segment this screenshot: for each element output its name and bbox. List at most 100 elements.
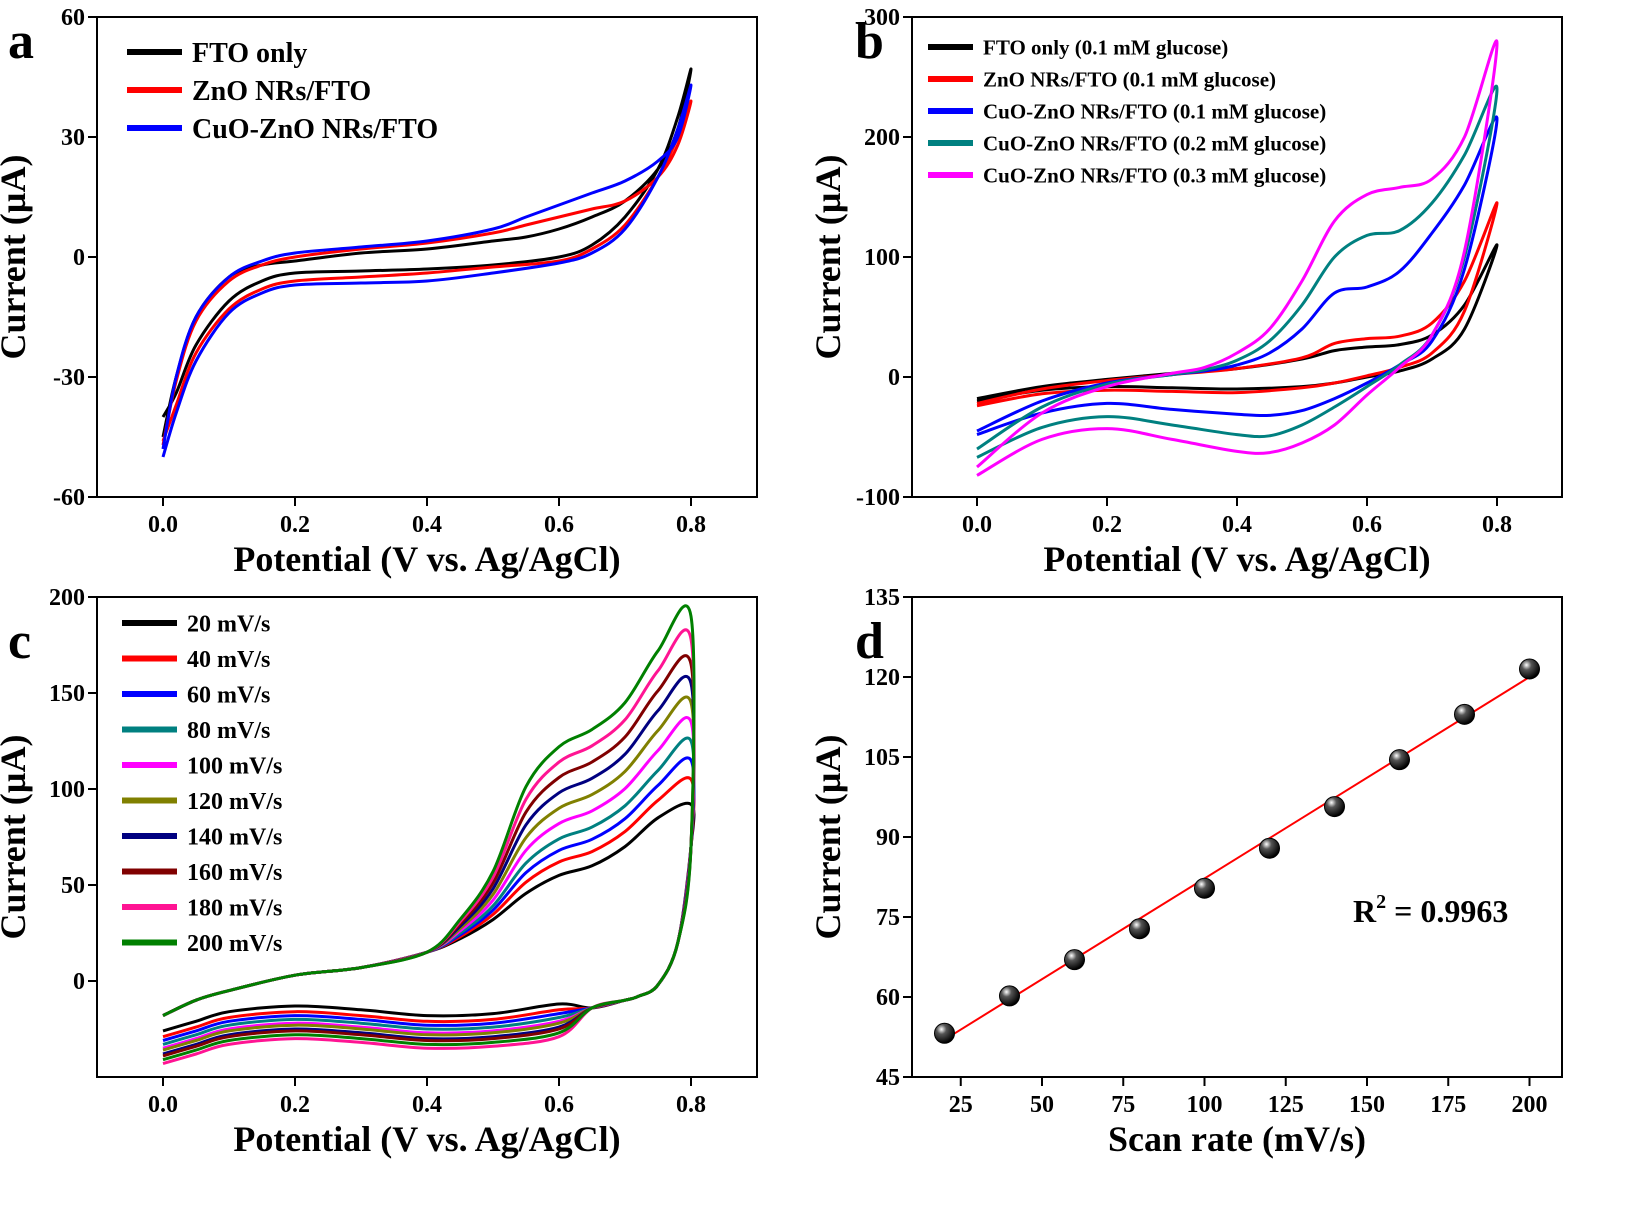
y-tick-label-a: -30: [53, 365, 85, 391]
x-axis-label-c: Potential (V vs. Ag/AgCl): [233, 1119, 620, 1159]
x-tick-label-d: 25: [949, 1092, 973, 1118]
panel-label-b: b: [855, 13, 884, 70]
data-point: [1194, 877, 1215, 899]
y-tick-label-d: 45: [876, 1065, 900, 1091]
data-point: [1324, 796, 1345, 818]
y-tick-label-c: 150: [49, 681, 85, 707]
x-axis-label-a: Potential (V vs. Ag/AgCl): [233, 539, 620, 579]
x-tick-label-d: 150: [1349, 1092, 1385, 1118]
y-tick-label-a: 0: [73, 245, 85, 271]
x-tick-label-b: 0.4: [1222, 512, 1252, 538]
r-squared-annotation: R2 = 0.9963: [1353, 891, 1508, 929]
data-point: [934, 1022, 955, 1044]
y-tick-label-c: 0: [73, 969, 85, 995]
panel-label-c: c: [8, 613, 31, 670]
y-tick-label-b: 100: [864, 245, 900, 271]
y-axis-label-a: Current (µA): [0, 154, 33, 359]
panel-b-chart: 0.0 0.2 0.4 0.6 0.8 -100 0 100 200 300 Potential (…: [808, 5, 1563, 579]
legend-label-c: 80 mV/s: [187, 718, 270, 744]
x-tick-label-b: 0.6: [1352, 512, 1382, 538]
y-tick-label-d: 60: [876, 985, 900, 1011]
legend-label-a: CuO-ZnO NRs/FTO: [192, 114, 438, 145]
series-line-c: [162, 654, 696, 1058]
x-tick-label-d: 50: [1030, 1092, 1054, 1118]
panel-a-chart: 0.0 0.2 0.4 0.6 0.8 -60 -30 0 30 60 Potential (V v…: [0, 5, 758, 579]
y-tick-label-a: 60: [61, 5, 85, 31]
y-tick-label-b: 0: [888, 365, 900, 391]
legend-label-c: 100 mV/s: [187, 753, 282, 779]
series-line-a: [161, 67, 693, 438]
x-tick-label-d: 125: [1268, 1092, 1304, 1118]
y-tick-label-b: 300: [864, 5, 900, 31]
legend-label-a: ZnO NRs/FTO: [192, 76, 371, 107]
panel-d-chart: 25 50 75 100 125 150 175 200 45 60 75 90 105 120 135 Sc…: [808, 585, 1563, 1159]
x-tick-label-c: 0.2: [280, 1092, 310, 1118]
y-tick-label-d: 75: [876, 905, 900, 931]
y-axis-label-b: Current (µA): [808, 154, 848, 359]
series-line-b: [976, 201, 1499, 408]
x-tick-label-b: 0.2: [1092, 512, 1122, 538]
legend-label-c: 140 mV/s: [187, 824, 282, 850]
y-tick-label-d: 120: [864, 665, 900, 691]
y-tick-label-a: -60: [53, 485, 85, 511]
x-tick-label-a: 0.2: [280, 512, 310, 538]
y-tick-label-b: -100: [856, 485, 900, 511]
x-tick-label-d: 175: [1430, 1092, 1466, 1118]
y-tick-label-b: 200: [864, 125, 900, 151]
series-line-c: [162, 736, 696, 1046]
series-line-a: [161, 83, 693, 458]
series-line-b: [976, 84, 1499, 459]
legend-label-b: CuO-ZnO NRs/FTO (0.3 mM glucose): [983, 163, 1326, 187]
y-tick-label-d: 90: [876, 825, 900, 851]
x-tick-label-b: 0.8: [1482, 512, 1512, 538]
x-tick-label-d: 100: [1187, 1092, 1223, 1118]
series-line-b: [976, 243, 1499, 403]
x-tick-label-a: 0.4: [412, 512, 442, 538]
fit-line: [943, 676, 1531, 1041]
y-tick-label-a: 30: [61, 125, 85, 151]
series-line-b: [976, 39, 1499, 477]
legend-label-b: FTO only (0.1 mM glucose): [983, 35, 1228, 59]
legend-label-c: 180 mV/s: [187, 895, 282, 921]
x-tick-label-c: 0.4: [412, 1092, 442, 1118]
x-tick-label-c: 0.0: [148, 1092, 178, 1118]
y-axis-label-d: Current (µA): [808, 734, 848, 939]
x-tick-label-a: 0.0: [148, 512, 178, 538]
x-tick-label-d: 200: [1512, 1092, 1548, 1118]
legend-label-c: 120 mV/s: [187, 789, 282, 815]
legend-label-c: 40 mV/s: [187, 647, 270, 673]
legend-label-b: CuO-ZnO NRs/FTO (0.2 mM glucose): [983, 131, 1326, 155]
legend-label-b: ZnO NRs/FTO (0.1 mM glucose): [983, 67, 1276, 91]
x-tick-label-c: 0.6: [544, 1092, 574, 1118]
x-tick-label-d: 75: [1111, 1092, 1135, 1118]
data-point: [1389, 749, 1410, 771]
legend-label-b: CuO-ZnO NRs/FTO (0.1 mM glucose): [983, 99, 1326, 123]
data-point: [1519, 658, 1540, 680]
y-tick-label-c: 200: [49, 585, 85, 611]
data-point: [1454, 703, 1475, 725]
y-tick-label-c: 50: [61, 873, 85, 899]
y-tick-label-c: 100: [49, 777, 85, 803]
x-tick-label-a: 0.8: [676, 512, 706, 538]
legend-label-c: 200 mV/s: [187, 931, 282, 957]
x-tick-label-b: 0.0: [962, 512, 992, 538]
legend-label-c: 20 mV/s: [187, 611, 270, 637]
x-tick-label-c: 0.8: [676, 1092, 706, 1118]
data-point: [1259, 837, 1280, 859]
x-axis-label-d: Scan rate (mV/s): [1108, 1119, 1366, 1159]
legend-label-a: FTO only: [192, 38, 307, 69]
panel-c-chart: 0.0 0.2 0.4 0.6 0.8 0 50 100 150 200 Potential (V …: [0, 585, 758, 1159]
panel-label-a: a: [8, 13, 34, 70]
series-line-a: [161, 99, 693, 446]
x-tick-label-a: 0.6: [544, 512, 574, 538]
y-tick-label-d: 105: [864, 745, 900, 771]
legend-label-c: 60 mV/s: [187, 682, 270, 708]
series-line-c: [162, 604, 696, 1062]
panel-label-d: d: [855, 613, 884, 670]
data-point: [999, 985, 1020, 1007]
x-axis-label-b: Potential (V vs. Ag/AgCl): [1043, 539, 1430, 579]
data-point: [1129, 918, 1150, 940]
y-tick-label-d: 135: [864, 585, 900, 611]
legend-label-c: 160 mV/s: [187, 860, 282, 886]
